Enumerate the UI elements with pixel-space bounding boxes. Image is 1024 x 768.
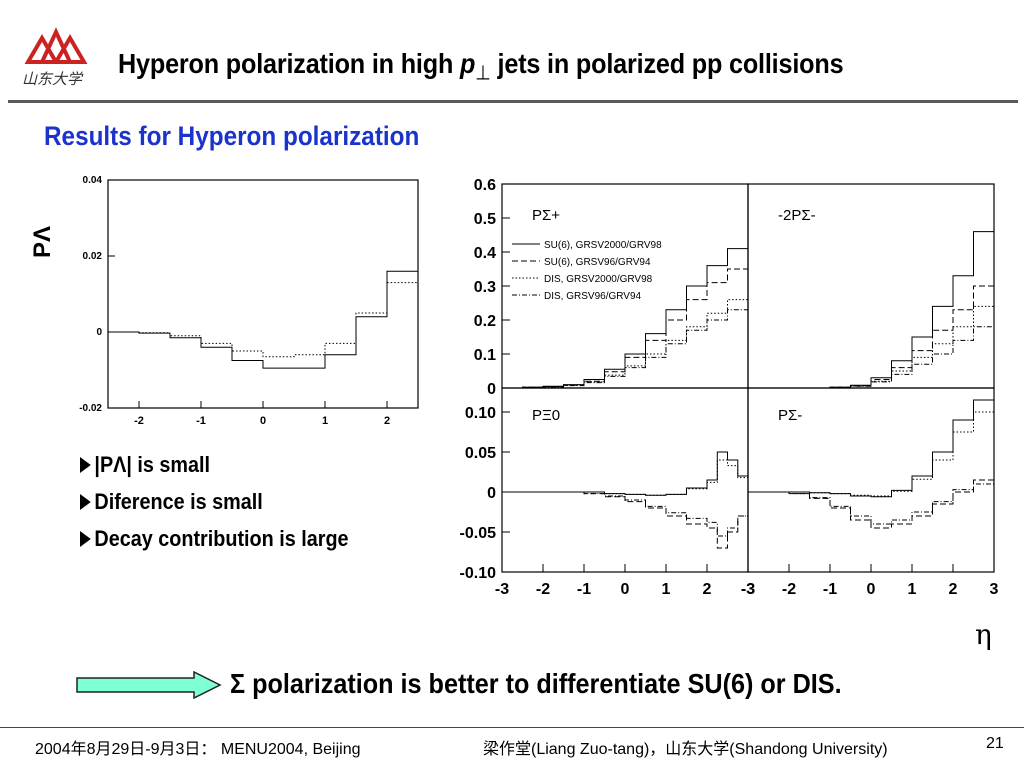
x-tick-label: -3 xyxy=(741,581,755,598)
y-tick-label: 0.4 xyxy=(474,245,496,262)
bullet-arrow-icon xyxy=(80,456,91,473)
x-tick-label: 0 xyxy=(260,415,266,427)
panel-label: PΣ+ xyxy=(532,207,560,224)
series-line-dotted xyxy=(748,411,994,497)
section-subtitle: Results for Hyperon polarization xyxy=(44,121,420,151)
logo-mountain-right xyxy=(52,34,88,64)
y-tick-label: 0 xyxy=(487,381,496,398)
bullet-item: |PΛ| is small xyxy=(80,446,349,483)
x-tick-label: -1 xyxy=(823,581,837,598)
footer-divider xyxy=(0,727,1024,728)
title-subscript: ⊥ xyxy=(475,62,491,85)
title-prefix: Hyperon polarization in high xyxy=(118,48,460,79)
x-tick-label: 3 xyxy=(990,581,999,598)
series-line-dotted xyxy=(502,459,748,496)
university-logo: 山东大学 xyxy=(22,27,88,88)
plambda-chart: -0.02 0 0.02 0.04 -2 -1 0 1 2 PΛ xyxy=(30,175,419,427)
bullet-arrow-icon xyxy=(80,530,91,547)
y-tick-label: 0 xyxy=(96,327,102,338)
series-line-solid xyxy=(108,270,418,369)
title-suffix: jets in polarized pp collisions xyxy=(490,48,844,79)
series-line-dashed xyxy=(748,479,994,529)
x-axis-label-eta: η xyxy=(975,618,992,651)
series-line-dotted xyxy=(502,299,748,389)
x-tick-label: 2 xyxy=(949,581,958,598)
x-tick-label: -2 xyxy=(536,581,550,598)
series-line-solid xyxy=(748,231,994,389)
x-tick-label: -3 xyxy=(741,581,755,598)
bullet-text: Decay contribution is large xyxy=(94,526,349,551)
legend-label: SU(6), GRSV96/GRV94 xyxy=(544,257,651,268)
series-line-solid xyxy=(748,399,994,498)
conclusion-arrow-icon xyxy=(76,671,222,699)
bullet-text: |PΛ| is small xyxy=(94,452,211,477)
slide-title: Hyperon polarization in high p⊥ jets in … xyxy=(118,48,844,86)
series-line-dashdot xyxy=(502,491,748,537)
y-tick-label: -0.05 xyxy=(460,525,497,542)
x-tick-label: 1 xyxy=(322,415,328,427)
y-tick-label: -0.10 xyxy=(460,565,497,582)
legend-label: SU(6), GRSV2000/GRV98 xyxy=(544,240,662,251)
series-line-dashdot xyxy=(502,309,748,389)
page-number: 21 xyxy=(986,735,1004,752)
y-tick-label: 0.04 xyxy=(83,175,103,186)
series-line-dotted xyxy=(748,305,994,389)
footer-author: 梁作堂(Liang Zuo-tang)，山东大学(Shandong Univer… xyxy=(483,741,888,758)
y-axis-label: PΛ xyxy=(30,226,56,258)
bullet-arrow-icon xyxy=(80,493,91,510)
sigma-xi-panel-chart: 0 0.1 0.2 0.3 0.4 0.5 0.6 -0.10 -0.05 0 0.05 0.10 -3… xyxy=(460,177,999,598)
x-tick-label: -2 xyxy=(134,415,144,427)
x-tick-label: 1 xyxy=(908,581,917,598)
series-line-dashdot xyxy=(748,483,994,525)
logo-text: 山东大学 xyxy=(22,71,84,88)
y-tick-label: 0.6 xyxy=(474,177,496,194)
y-tick-label: 0 xyxy=(487,485,496,502)
y-tick-label: 0.3 xyxy=(474,279,496,296)
header-divider xyxy=(8,100,1018,103)
panel-label: PΞ0 xyxy=(532,407,560,424)
bullet-item: Diference is small xyxy=(80,483,349,520)
panel-label: PΣ- xyxy=(778,407,802,424)
x-tick-label: 1 xyxy=(662,581,671,598)
y-tick-label: 0.1 xyxy=(474,347,496,364)
x-tick-label: 2 xyxy=(384,415,390,427)
series-line-dotted xyxy=(108,282,418,358)
bullet-text: Diference is small xyxy=(94,489,263,514)
conclusion-text: Σ polarization is better to differentiat… xyxy=(230,668,842,699)
x-tick-label: -1 xyxy=(196,415,206,427)
y-tick-label: 0.02 xyxy=(83,251,103,262)
y-tick-label: 0.2 xyxy=(474,313,496,330)
y-tick-label: -0.02 xyxy=(79,403,102,414)
x-tick-label: 2 xyxy=(703,581,712,598)
title-variable: p xyxy=(459,48,476,79)
series-line-dashed xyxy=(502,268,748,389)
y-tick-label: 0.5 xyxy=(474,211,496,228)
panel-label: -2PΣ- xyxy=(778,207,816,224)
footer-conference: 2004年8月29日-9月3日： MENU2004, Beijing xyxy=(35,741,361,758)
series-line-dashed xyxy=(748,285,994,389)
x-tick-label: -1 xyxy=(577,581,591,598)
legend-label: DIS, GRSV2000/GRV98 xyxy=(544,274,653,285)
y-tick-label: 0.05 xyxy=(465,445,496,462)
panel-frame xyxy=(107,179,419,409)
x-tick-label: 0 xyxy=(867,581,876,598)
series-line-solid xyxy=(502,451,748,496)
x-tick-label: 0 xyxy=(621,581,630,598)
legend-label: DIS, GRSV96/GRV94 xyxy=(544,291,642,302)
bullet-item: Decay contribution is large xyxy=(80,520,349,557)
x-tick-label: -2 xyxy=(782,581,796,598)
y-tick-label: 0.10 xyxy=(465,405,496,422)
bullet-list: |PΛ| is small Diference is small Decay c… xyxy=(80,446,349,557)
x-tick-label: -3 xyxy=(495,581,509,598)
